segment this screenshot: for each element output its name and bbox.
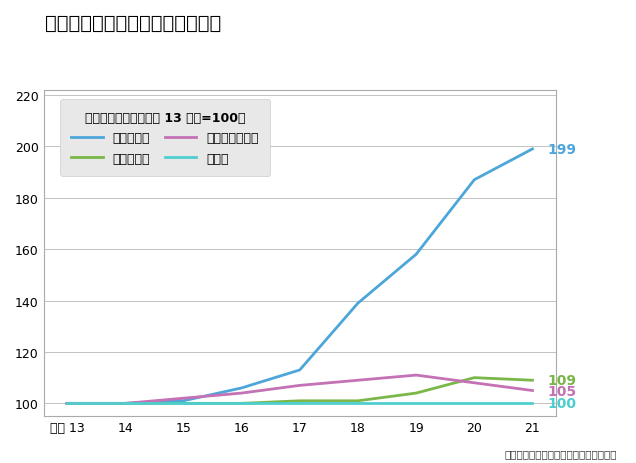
Text: 109: 109 <box>547 374 576 388</box>
Legend: 流通情報量, 消費情報量, 実質国内総生産, 総人口: 流通情報量, 消費情報量, 実質国内総生産, 総人口 <box>60 100 270 176</box>
Text: 199: 199 <box>547 143 576 156</box>
Text: 105: 105 <box>547 384 576 398</box>
Text: 100: 100 <box>547 396 576 411</box>
Text: （総務省：情報流通インデックスより）: （総務省：情報流通インデックスより） <box>504 448 617 458</box>
Text: 情報流通量と消費量の推移グラフ: 情報流通量と消費量の推移グラフ <box>45 14 221 33</box>
